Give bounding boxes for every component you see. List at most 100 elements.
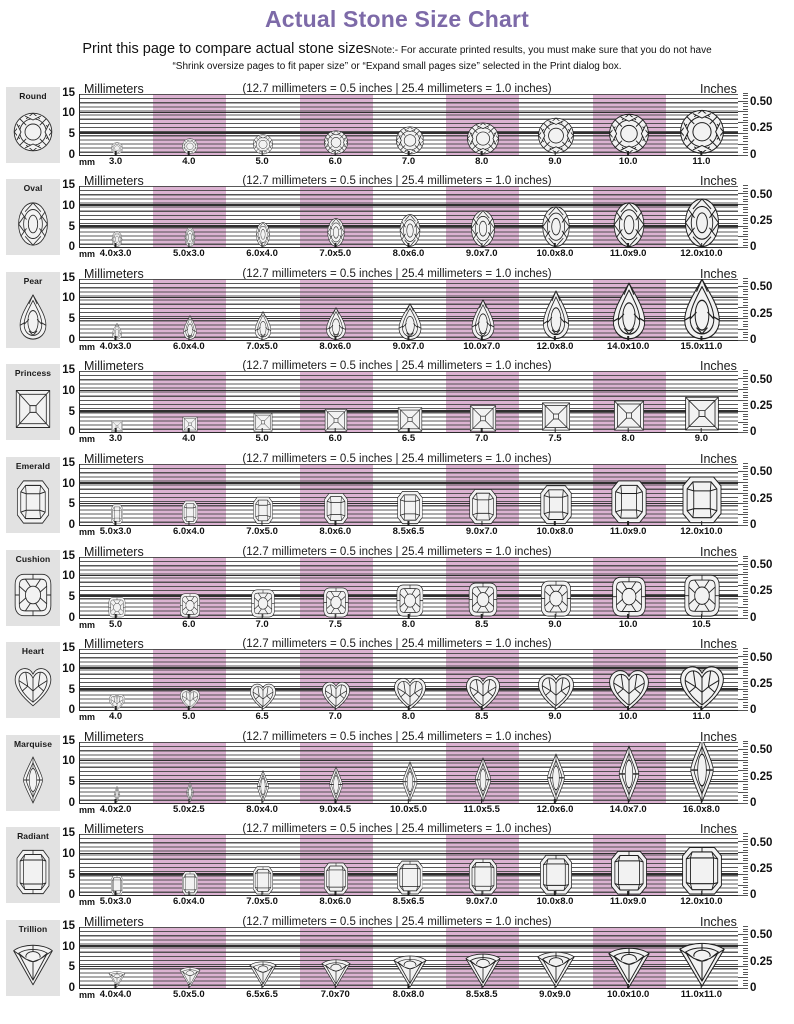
stone-pear-12.0x8.0[interactable] bbox=[539, 290, 572, 340]
stone-emerald-6.0x4.0[interactable] bbox=[182, 500, 199, 525]
stone-princess-7.5[interactable] bbox=[540, 401, 571, 432]
stone-heart-11.0[interactable] bbox=[680, 665, 726, 711]
stone-marquise-9.0x4.5[interactable] bbox=[327, 765, 346, 803]
stone-radiant-5.0x3.0[interactable] bbox=[110, 875, 123, 896]
stone-radiant-6.0x4.0[interactable] bbox=[181, 871, 199, 896]
shape-badge-oval[interactable]: Oval bbox=[6, 179, 60, 256]
stone-heart-5.0[interactable] bbox=[179, 689, 200, 710]
stone-heart-8.0[interactable] bbox=[393, 677, 426, 710]
stone-trillion-11.0x11.0[interactable] bbox=[678, 942, 726, 988]
stone-heart-6.5[interactable] bbox=[250, 683, 277, 710]
stone-heart-4.0[interactable] bbox=[108, 694, 125, 711]
stone-radiant-9.0x7.0[interactable] bbox=[468, 858, 497, 895]
stone-trillion-7.0x70[interactable] bbox=[321, 959, 352, 988]
stone-round-11.0[interactable] bbox=[680, 109, 726, 155]
stone-princess-6.0[interactable] bbox=[324, 408, 349, 433]
stone-trillion-5.0x5.0[interactable] bbox=[179, 967, 201, 988]
shape-badge-trillion[interactable]: Trillion bbox=[6, 919, 60, 996]
stone-oval-5.0x3.0[interactable] bbox=[184, 226, 196, 248]
stone-heart-7.0[interactable] bbox=[322, 681, 351, 710]
stone-cushion-7.0[interactable] bbox=[251, 589, 275, 618]
stone-marquise-4.0x2.0[interactable] bbox=[112, 786, 120, 803]
shape-badge-cushion[interactable]: Cushion bbox=[6, 549, 60, 626]
stone-emerald-11.0x9.0[interactable] bbox=[611, 479, 648, 525]
stone-radiant-11.0x9.0[interactable] bbox=[611, 850, 648, 896]
stone-trillion-8.0x8.0[interactable] bbox=[392, 955, 427, 988]
stone-round-3.0[interactable] bbox=[110, 142, 123, 155]
stone-round-9.0[interactable] bbox=[537, 117, 574, 154]
stone-oval-4.0x3.0[interactable] bbox=[110, 230, 122, 248]
shape-badge-pear[interactable]: Pear bbox=[6, 271, 60, 348]
stone-radiant-12.0x10.0[interactable] bbox=[682, 846, 723, 896]
stone-cushion-5.0[interactable] bbox=[108, 597, 125, 618]
stone-trillion-6.5x6.5[interactable] bbox=[249, 961, 278, 988]
stone-cushion-9.0[interactable] bbox=[540, 580, 571, 617]
stone-princess-3.0[interactable] bbox=[110, 420, 123, 432]
stone-cushion-8.0[interactable] bbox=[396, 584, 424, 617]
stone-princess-6.5[interactable] bbox=[396, 406, 423, 433]
stone-cushion-7.5[interactable] bbox=[323, 587, 349, 618]
stone-pear-10.0x7.0[interactable] bbox=[468, 298, 497, 340]
stone-pear-6.0x4.0[interactable] bbox=[182, 315, 199, 340]
stone-radiant-10.0x8.0[interactable] bbox=[539, 854, 572, 895]
stone-heart-10.0[interactable] bbox=[609, 669, 650, 710]
stone-princess-7.0[interactable] bbox=[468, 404, 497, 433]
stone-oval-9.0x7.0[interactable] bbox=[468, 210, 497, 247]
stone-oval-10.0x8.0[interactable] bbox=[539, 206, 572, 247]
shape-badge-heart[interactable]: Heart bbox=[6, 642, 60, 719]
stone-princess-9.0[interactable] bbox=[684, 395, 721, 432]
stone-emerald-8.5x6.5[interactable] bbox=[396, 490, 423, 525]
stone-cushion-10.0[interactable] bbox=[612, 576, 647, 617]
stone-oval-12.0x10.0[interactable] bbox=[682, 198, 723, 248]
stone-trillion-10.0x10.0[interactable] bbox=[607, 947, 651, 988]
stone-princess-8.0[interactable] bbox=[613, 399, 646, 432]
stone-pear-8.0x6.0[interactable] bbox=[324, 307, 349, 340]
shape-badge-radiant[interactable]: Radiant bbox=[6, 827, 60, 904]
stone-oval-11.0x9.0[interactable] bbox=[611, 202, 648, 248]
stone-pear-14.0x10.0[interactable] bbox=[609, 282, 650, 340]
stone-round-5.0[interactable] bbox=[253, 134, 274, 155]
stone-trillion-4.0x4.0[interactable] bbox=[108, 971, 126, 988]
stone-heart-9.0[interactable] bbox=[537, 673, 574, 710]
stone-radiant-7.0x5.0[interactable] bbox=[253, 866, 274, 895]
shape-badge-round[interactable]: Round bbox=[6, 86, 60, 163]
stone-marquise-8.0x4.0[interactable] bbox=[255, 769, 272, 803]
stone-trillion-8.5x8.5[interactable] bbox=[464, 953, 501, 988]
stone-emerald-8.0x6.0[interactable] bbox=[324, 492, 349, 525]
stone-marquise-5.0x2.5[interactable] bbox=[185, 782, 195, 803]
stone-emerald-9.0x7.0[interactable] bbox=[468, 488, 497, 525]
stone-trillion-9.0x9.0[interactable] bbox=[536, 951, 575, 988]
stone-marquise-14.0x7.0[interactable] bbox=[615, 745, 644, 803]
stone-pear-9.0x7.0[interactable] bbox=[395, 302, 424, 340]
stone-round-4.0[interactable] bbox=[181, 138, 199, 155]
stone-oval-7.0x5.0[interactable] bbox=[326, 218, 347, 247]
stone-cushion-6.0[interactable] bbox=[179, 593, 200, 618]
stone-cushion-10.5[interactable] bbox=[684, 574, 721, 617]
stone-marquise-11.0x5.5[interactable] bbox=[471, 757, 494, 803]
stone-cushion-8.5[interactable] bbox=[468, 582, 498, 617]
stone-emerald-5.0x3.0[interactable] bbox=[110, 504, 123, 525]
stone-emerald-7.0x5.0[interactable] bbox=[253, 496, 274, 525]
stone-round-7.0[interactable] bbox=[395, 126, 424, 155]
stone-round-8.0[interactable] bbox=[466, 122, 499, 155]
shape-badge-marquise[interactable]: Marquise bbox=[6, 734, 60, 811]
stone-round-10.0[interactable] bbox=[609, 113, 650, 154]
stone-pear-4.0x3.0[interactable] bbox=[110, 323, 122, 340]
stone-radiant-8.0x6.0[interactable] bbox=[324, 862, 349, 895]
stone-round-6.0[interactable] bbox=[324, 130, 349, 155]
stone-pear-15.0x11.0[interactable] bbox=[680, 278, 726, 340]
shape-badge-emerald[interactable]: Emerald bbox=[6, 456, 60, 533]
stone-radiant-8.5x6.5[interactable] bbox=[396, 860, 423, 895]
stone-marquise-10.0x5.0[interactable] bbox=[399, 761, 420, 803]
stone-heart-8.5[interactable] bbox=[465, 675, 500, 710]
stone-princess-4.0[interactable] bbox=[182, 416, 199, 433]
stone-pear-7.0x5.0[interactable] bbox=[253, 311, 274, 340]
stone-emerald-10.0x8.0[interactable] bbox=[539, 484, 572, 525]
shape-badge-princess[interactable]: Princess bbox=[6, 364, 60, 441]
stone-marquise-12.0x6.0[interactable] bbox=[544, 753, 569, 803]
stone-oval-8.0x6.0[interactable] bbox=[397, 214, 422, 247]
stone-princess-5.0[interactable] bbox=[253, 412, 274, 433]
stone-emerald-12.0x10.0[interactable] bbox=[682, 475, 723, 525]
stone-marquise-16.0x8.0[interactable] bbox=[686, 741, 719, 803]
stone-oval-6.0x4.0[interactable] bbox=[255, 222, 272, 247]
